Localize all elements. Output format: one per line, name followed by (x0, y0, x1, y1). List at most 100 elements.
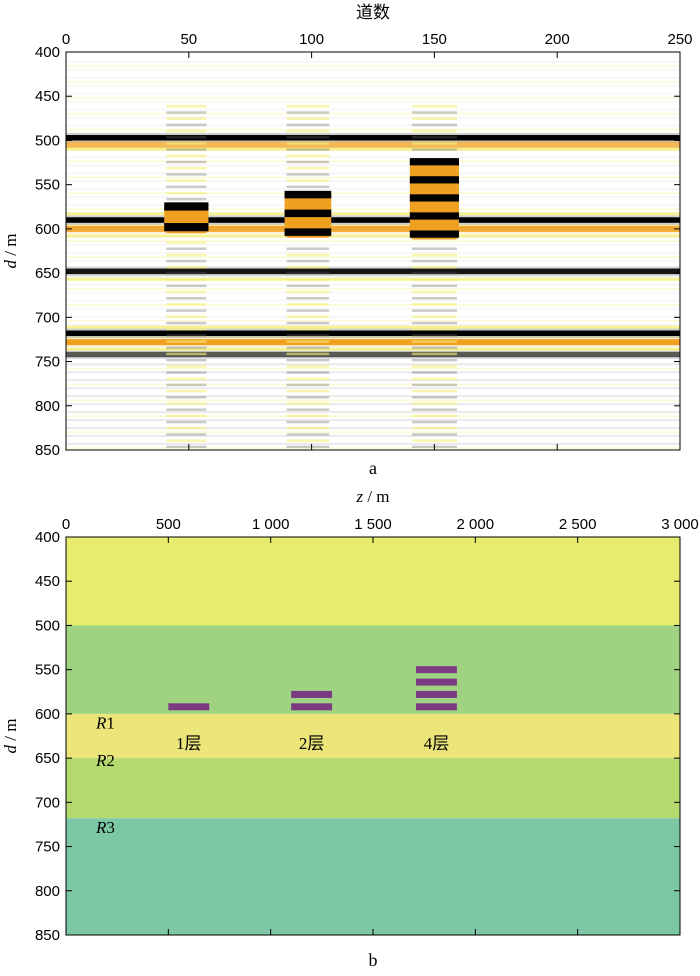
panel-b-stratum (66, 713, 680, 759)
panel-a-anomaly-column (411, 148, 457, 151)
panel-a-texture-band (66, 116, 680, 119)
panel-a-anomaly-column (166, 290, 207, 294)
panel-a-reflector (66, 141, 680, 148)
panel-a-anomaly-column (286, 433, 330, 436)
panel-a-texture-band (66, 60, 680, 63)
panel-a-anomaly-column (286, 253, 330, 257)
panel-a-anomaly-column (286, 445, 330, 449)
panel-a-anomaly-column (166, 340, 207, 343)
panel-a-anomaly-column (411, 284, 457, 288)
panel-a-anomaly-column (166, 284, 207, 288)
panel-a-texture-band-yellow (66, 367, 680, 370)
panel-a-ytick-label: 600 (35, 221, 60, 238)
panel-b-reflector-label: R2 (95, 751, 115, 770)
panel-a-anomaly-column (166, 253, 207, 257)
panel-a-anomaly-column (411, 123, 457, 127)
panel-a-anomaly-column (286, 284, 330, 288)
panel-a-anomaly-column (286, 154, 330, 158)
panel-a-anomaly-column (411, 111, 457, 114)
panel-b-xtick-label: 2 500 (559, 516, 597, 533)
panel-a-ytick-label: 500 (35, 132, 60, 149)
panel-a-anomaly-column (286, 358, 330, 362)
panel-a-anomaly-column (166, 296, 207, 300)
panel-b-reflector-label: R3 (95, 818, 115, 837)
panel-b-xtick-label: 500 (156, 516, 181, 533)
panel-a-texture-band (66, 84, 680, 87)
panel-a-texture-band (66, 196, 680, 199)
panel-a-anomaly-column (166, 247, 207, 250)
panel-a-xtick-label: 50 (180, 31, 197, 48)
panel-a-texture-band-yellow (66, 113, 680, 115)
panel-a-texture-band (66, 419, 680, 422)
panel-b-xtick-label: 0 (62, 516, 70, 533)
panel-a-anomaly-column (166, 402, 207, 405)
panel-a-anomaly-column (286, 148, 330, 151)
panel-a-anomaly-column (166, 383, 207, 387)
panel-b-ytick-label: 600 (35, 706, 60, 723)
panel-a-texture-band (66, 140, 680, 143)
panel-b-axes: 0 500 1 000 1 500 2 000 2 500 3 000 400 450 500 55… (35, 516, 699, 944)
panel-a-anomaly-column (166, 278, 207, 281)
panel-a-anomaly-column (411, 327, 457, 331)
panel-a-texture-band (66, 132, 680, 135)
panel-a-anomaly-column (411, 396, 457, 399)
panel-a-anomaly-column (166, 309, 207, 312)
panel-a-anomaly-column (411, 365, 457, 368)
panel-a-texture-band-yellow (66, 415, 680, 418)
panel-a-anomaly-column (166, 197, 207, 201)
panel-b-ytick-label: 550 (35, 662, 60, 679)
panel-a-anomaly-column (286, 321, 330, 325)
panel-a-anomaly-stripe (284, 209, 332, 218)
panel-a-anomaly-column (166, 327, 207, 331)
panel-b-ytick-label: 800 (35, 883, 60, 900)
panel-a-anomaly-column (286, 327, 330, 331)
panel-a-anomaly-column (166, 173, 207, 176)
panel-a-texture-band (66, 307, 680, 310)
panel-a-anomaly-column (166, 346, 207, 350)
panel-a-anomaly-column (166, 414, 207, 418)
panel-a-anomaly-column (411, 309, 457, 312)
panel-a-anomaly-column (166, 334, 207, 337)
panel-a-texture-band-yellow (66, 192, 680, 195)
panel-a-ytick-label: 450 (35, 88, 60, 105)
panel-a-anomaly-column (166, 377, 207, 380)
panel-b-thin-layer-label: 2层 (299, 734, 325, 753)
panel-a-texture-band (66, 291, 680, 294)
panel-a-anomaly-column (166, 445, 207, 449)
panel-b-thin-layer-bar (415, 690, 457, 698)
panel-a-anomaly-column (411, 433, 457, 436)
panel-b-thin-layer-label: 1层 (176, 734, 202, 753)
panel-b-xlabel: z / m (355, 487, 389, 506)
panel-a-anomaly-column (166, 142, 207, 145)
panel-b-strata (66, 537, 680, 935)
panel-a-reflector (66, 339, 680, 346)
panel-b-thin-layer-bar (291, 703, 333, 711)
panel-a-anomaly-column (286, 266, 330, 269)
panel-a-sidelobe (66, 277, 680, 281)
panel-b-ylabel-unit: / m (1, 719, 20, 745)
panel-a-anomaly-column (411, 303, 457, 306)
panel-a-anomaly-column (286, 259, 330, 263)
panel-b-ytick-label: 450 (35, 573, 60, 590)
panel-a-anomaly-column (411, 290, 457, 294)
panel-a-anomaly-column (411, 142, 457, 145)
panel-a-xtick-label: 0 (62, 31, 70, 48)
panel-a-anomaly-stripe (409, 212, 459, 220)
panel-a-anomaly-column (286, 389, 330, 393)
panel-a-anomaly-column (166, 303, 207, 306)
panel-a-anomaly-column (286, 439, 330, 442)
panel-a-anomaly-column (166, 185, 207, 189)
panel-a-anomaly-column (411, 402, 457, 405)
panel-a-texture-band (66, 275, 680, 278)
panel-a-anomaly-column (286, 377, 330, 380)
panel-b-geologic-model: 0 500 1 000 1 500 2 000 2 500 3 000 400 450 500 55… (1, 487, 699, 970)
panel-a-anomaly-stripe (409, 194, 459, 202)
panel-a-texture-band (66, 124, 680, 127)
panel-a-anomaly-column (411, 105, 457, 108)
panel-a-anomaly-column (166, 148, 207, 151)
panel-a-texture-band (66, 188, 680, 191)
panel-a-texture-band-yellow (66, 256, 680, 258)
panel-a-texture-band-yellow (66, 319, 680, 322)
panel-a-anomaly-column (411, 259, 457, 263)
panel-a-anomaly-stripe (284, 228, 332, 236)
